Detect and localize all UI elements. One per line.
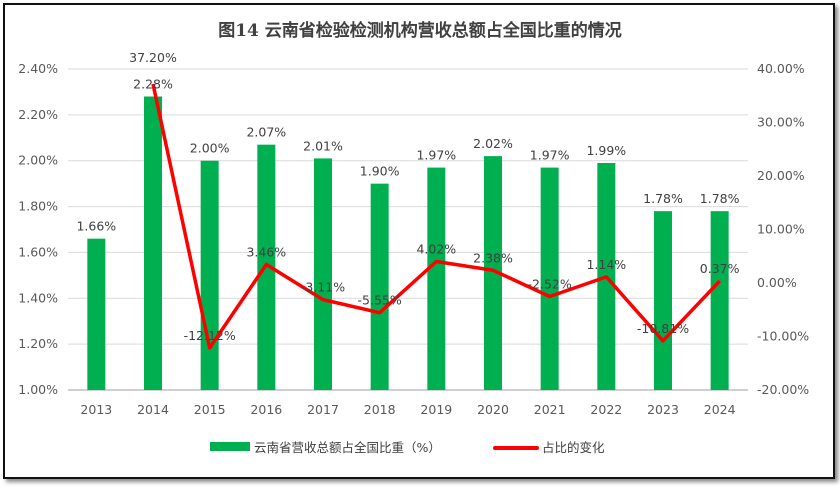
left-axis-tick: 1.20% (18, 336, 58, 351)
line-data-label: -10.81% (637, 321, 689, 336)
left-axis-tick: 2.40% (18, 61, 58, 76)
line-data-label: 1.14% (586, 257, 626, 272)
right-axis-tick: -10.00% (757, 329, 809, 344)
legend-label-bar: 云南省营收总额占全国比重（%） (254, 440, 441, 455)
x-axis-tick: 2024 (704, 402, 736, 417)
line-data-label: 2.38% (473, 250, 513, 265)
right-axis-tick: -20.00% (757, 382, 809, 397)
legend-label-line: 占比的变化 (542, 440, 605, 455)
bar (144, 96, 162, 390)
left-axis-tick: 1.40% (18, 290, 58, 305)
x-axis-tick: 2023 (647, 402, 679, 417)
line-data-label: 4.02% (416, 241, 456, 256)
bar-data-label: 1.97% (530, 148, 570, 163)
bar (427, 167, 446, 390)
bar-data-label: 1.97% (416, 148, 456, 163)
right-axis-tick: 20.00% (757, 168, 805, 183)
right-axis-tick: 0.00% (757, 275, 797, 290)
bar-data-label: 1.78% (700, 191, 740, 206)
x-axis-tick: 2019 (420, 402, 452, 417)
bar (654, 211, 672, 390)
left-axis-tick: 2.00% (18, 153, 58, 168)
line-data-label: 37.20% (129, 50, 177, 65)
bar (314, 158, 332, 390)
line-data-label: -12.12% (184, 328, 236, 343)
left-axis-tick: 2.20% (18, 107, 58, 122)
chart-frame (3, 3, 835, 479)
x-axis-tick: 2016 (250, 402, 282, 417)
bar-data-label: 2.01% (303, 138, 343, 153)
bar-data-label: 1.99% (586, 143, 626, 158)
x-axis-tick: 2018 (364, 402, 396, 417)
line-data-label: -5.55% (358, 293, 402, 308)
right-axis-tick: 10.00% (757, 222, 805, 237)
x-axis-tick: 2021 (534, 402, 566, 417)
bar (484, 156, 502, 390)
bar-data-label: 1.78% (643, 191, 683, 206)
bar (540, 167, 559, 390)
bar-data-label: 2.07% (246, 125, 286, 140)
line-data-label: 0.37% (700, 261, 740, 276)
left-axis-tick: 1.60% (18, 244, 58, 259)
x-axis-tick: 2014 (137, 402, 169, 417)
x-axis-tick: 2015 (194, 402, 226, 417)
line-data-label: 3.46% (246, 244, 286, 259)
bar (200, 160, 219, 390)
legend-swatch-bar (210, 442, 250, 451)
right-axis-tick: 40.00% (757, 61, 805, 76)
bar (370, 183, 389, 390)
bar-data-label: 2.28% (133, 77, 173, 92)
line-data-label: -3.11% (301, 280, 345, 295)
bar-data-label: 2.00% (190, 141, 230, 156)
bar (710, 211, 729, 390)
bar-data-label: 2.02% (473, 136, 513, 151)
right-axis-tick: 30.00% (757, 115, 805, 130)
chart-title: 图14 云南省检验检测机构营收总额占全国比重的情况 (218, 20, 622, 41)
x-axis-tick: 2020 (477, 402, 509, 417)
line-data-label: -2.52% (528, 276, 572, 291)
bar (87, 238, 106, 390)
x-axis-tick: 2013 (80, 402, 112, 417)
left-axis-tick: 1.00% (18, 382, 58, 397)
bar-data-label: 1.90% (360, 164, 400, 179)
left-axis-tick: 1.80% (18, 199, 58, 214)
bar-data-label: 1.66% (76, 219, 116, 234)
x-axis-tick: 2022 (590, 402, 622, 417)
x-axis-tick: 2017 (307, 402, 339, 417)
